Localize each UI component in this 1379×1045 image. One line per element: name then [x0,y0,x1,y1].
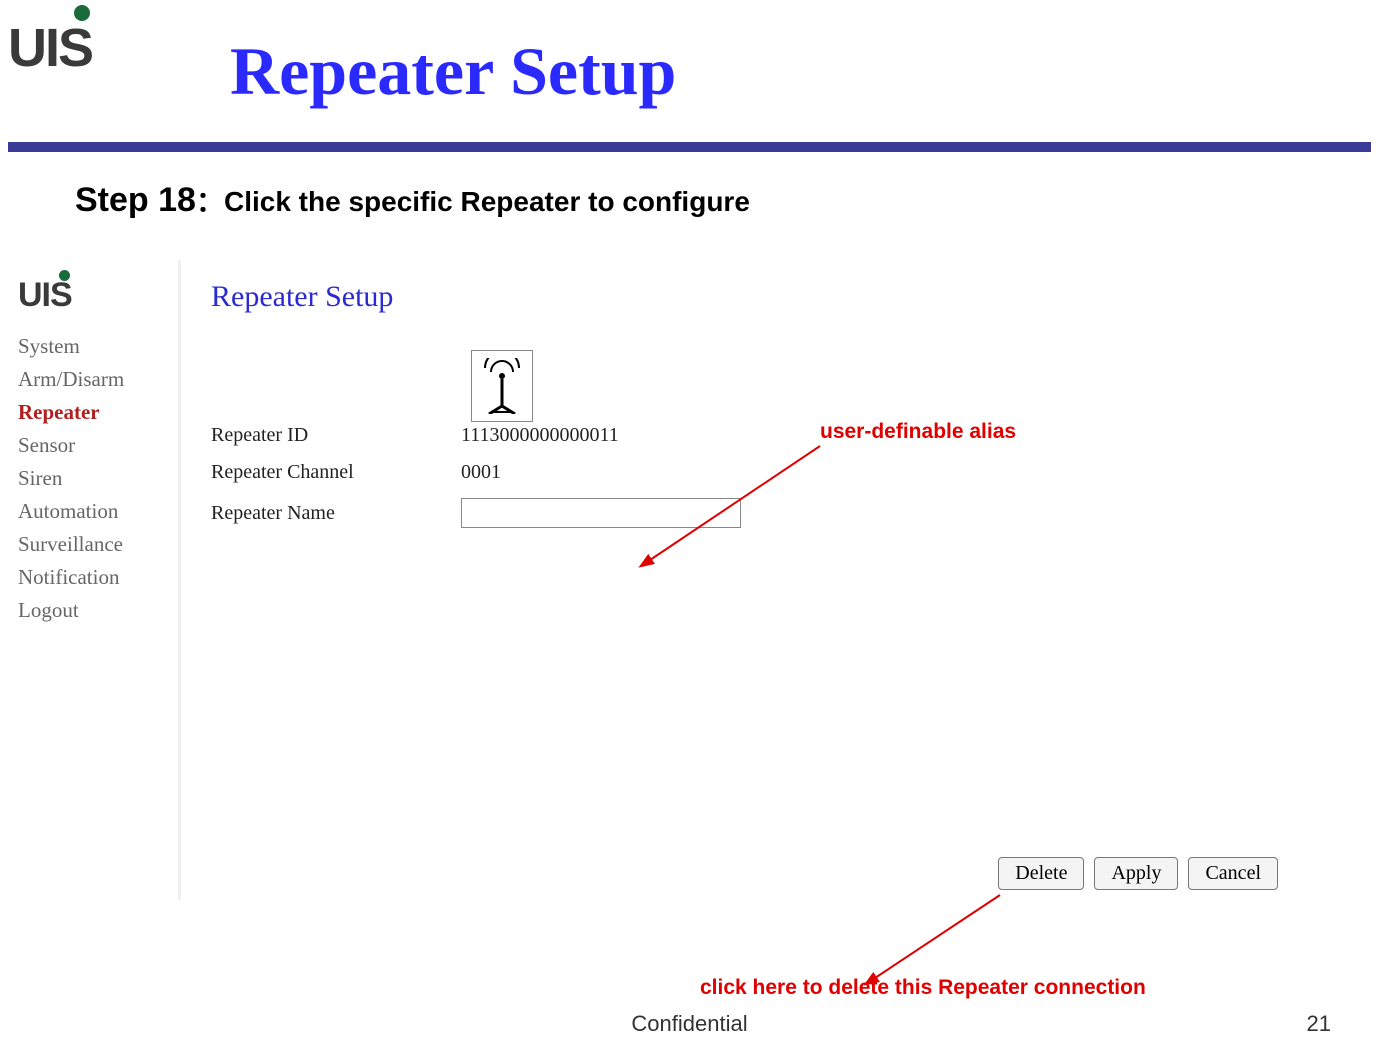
sidebar-item-sensor[interactable]: Sensor [8,429,178,462]
sidebar-item-surveillance[interactable]: Surveillance [8,528,178,561]
apply-button[interactable]: Apply [1094,857,1178,890]
sidebar-logo: UIS [18,270,178,320]
row-repeater-channel: Repeater Channel 0001 [211,461,1258,484]
step-separator: ： [196,186,224,217]
sidebar-item-repeater[interactable]: Repeater [8,396,178,429]
content-panel: Repeater Setup Repeater ID 1113000000000… [178,260,1288,900]
repeater-icon [471,350,533,422]
sidebar: UIS System Arm/Disarm Repeater Sensor Si… [8,260,178,900]
page-heading: Repeater Setup [211,280,1258,314]
footer-page-number: 21 [1307,1011,1331,1037]
slide-title: Repeater Setup [230,32,676,111]
row-repeater-name: Repeater Name [211,498,1258,528]
row-repeater-id: Repeater ID 1113000000000011 [211,424,1258,447]
sidebar-item-system[interactable]: System [8,330,178,363]
step-text: Click the specific Repeater to configure [224,186,750,217]
value-repeater-id: 1113000000000011 [461,424,619,447]
step-instruction: Step 18：Click the specific Repeater to c… [75,180,750,220]
annotation-delete: click here to delete this Repeater conne… [700,976,1146,1000]
arrow-delete [870,890,1030,990]
sidebar-item-automation[interactable]: Automation [8,495,178,528]
slide-logo-text: UIS [8,17,92,79]
label-repeater-id: Repeater ID [211,424,461,447]
cancel-button[interactable]: Cancel [1188,857,1278,890]
repeater-form: Repeater ID 1113000000000011 Repeater Ch… [211,424,1258,528]
label-repeater-channel: Repeater Channel [211,461,461,484]
footer-confidential: Confidential [631,1011,747,1037]
sidebar-item-armdisarm[interactable]: Arm/Disarm [8,363,178,396]
value-repeater-channel: 0001 [461,461,501,484]
annotation-alias: user-definable alias [820,420,1016,444]
step-label: Step 18 [75,181,196,219]
sidebar-logo-text: UIS [18,276,178,315]
sidebar-item-notification[interactable]: Notification [8,561,178,594]
button-bar: Delete Apply Cancel [998,857,1278,890]
sidebar-item-siren[interactable]: Siren [8,462,178,495]
label-repeater-name: Repeater Name [211,502,461,525]
input-repeater-name[interactable] [461,498,741,528]
slide-divider [8,142,1371,152]
delete-button[interactable]: Delete [998,857,1084,890]
slide-logo: UIS [8,5,92,67]
sidebar-item-logout[interactable]: Logout [8,594,178,627]
embedded-screenshot: UIS System Arm/Disarm Repeater Sensor Si… [8,260,1288,900]
